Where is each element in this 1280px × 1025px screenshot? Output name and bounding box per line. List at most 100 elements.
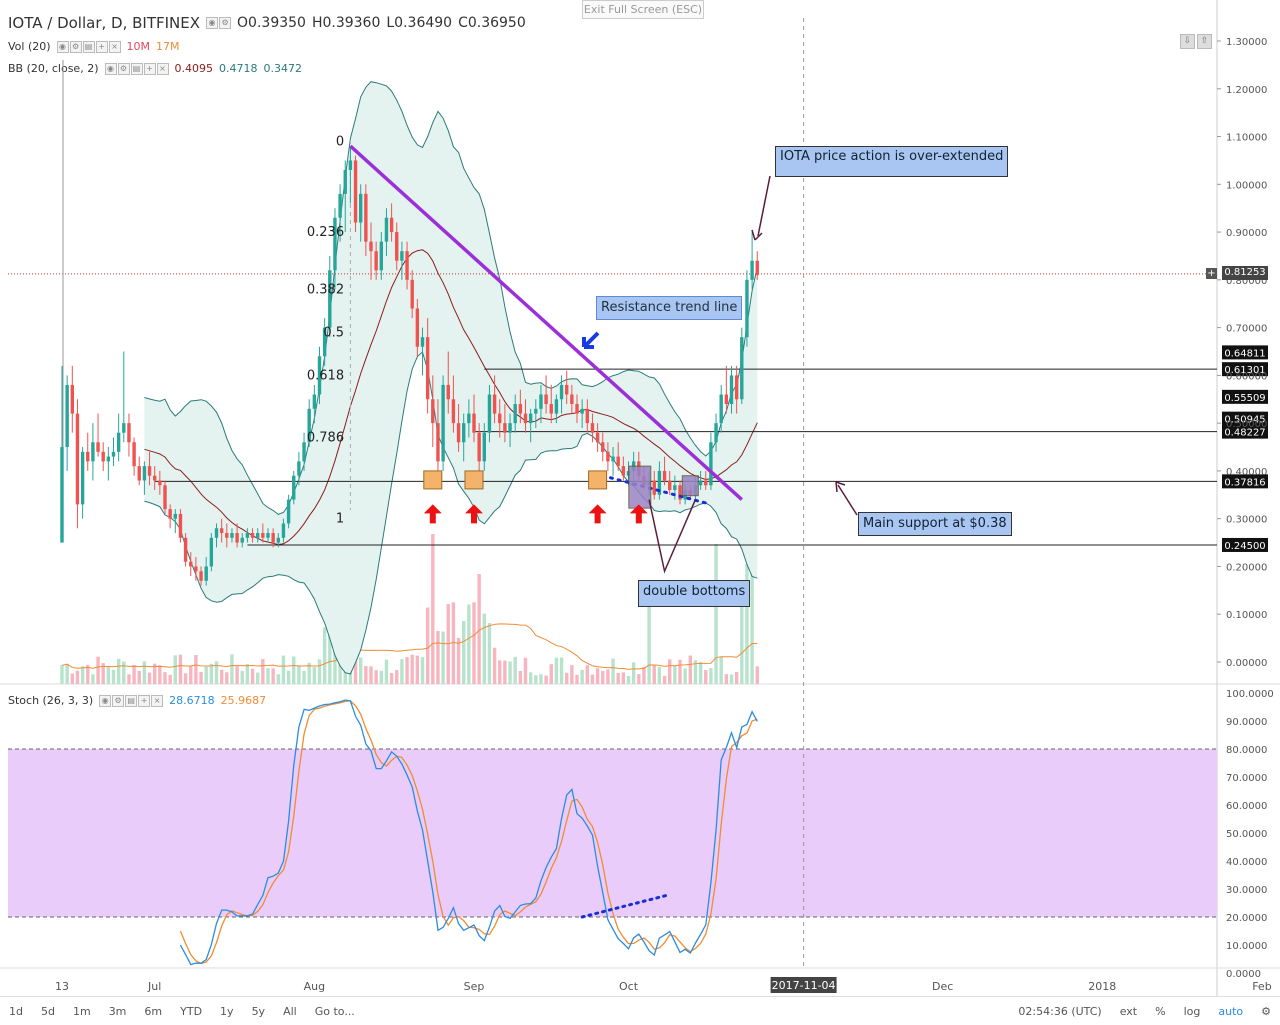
auto-toggle[interactable]: auto — [1218, 1004, 1244, 1018]
volume-bar — [230, 654, 234, 684]
volume-bar — [523, 657, 528, 684]
add-icon[interactable]: + — [95, 40, 108, 53]
format-icon[interactable]: ▤ — [82, 40, 95, 53]
plus-icon[interactable]: + — [1206, 268, 1217, 279]
candle-body — [698, 480, 703, 486]
level-tag — [1222, 411, 1268, 426]
volume-bar — [256, 672, 260, 684]
candle-body — [652, 480, 656, 495]
bottom-toolbar: 1d 5d 1m 3m 6m YTD 1y 5y All Go to... 02… — [0, 996, 1280, 1025]
price-chart[interactable]: 0.64811 0.61301 0.55509 0.50945 0.48227 0.378… — [0, 0, 1280, 996]
close-icon[interactable]: × — [151, 694, 164, 707]
volume-bar — [606, 669, 610, 684]
arrow-up-icon[interactable]: ⇧ — [1197, 34, 1212, 49]
bottom-marker — [464, 470, 484, 490]
close-icon[interactable]: × — [108, 40, 121, 53]
add-icon[interactable]: + — [143, 62, 156, 75]
candle-body — [410, 279, 414, 309]
fib-label: 0.618 — [307, 368, 344, 383]
range-1y[interactable]: 1y — [220, 1004, 234, 1018]
volume-bar — [384, 659, 389, 684]
level-tag-label: 0.55509 — [1224, 393, 1265, 404]
eye-icon[interactable]: ◉ — [104, 62, 117, 75]
volume-bar — [441, 631, 445, 684]
range-3m[interactable]: 3m — [108, 1004, 127, 1018]
percent-toggle[interactable]: % — [1155, 1004, 1166, 1018]
fib-levels: 0 0.236 0.382 0.5 0.618 0.786 1 — [307, 134, 344, 526]
level-tag-label: 0.64811 — [1224, 348, 1265, 359]
bb-controls[interactable]: ◉ ⚙ ▤ + × — [104, 62, 169, 75]
symbol-title[interactable]: IOTA / Dollar, D, BITFINEX — [8, 14, 201, 32]
close-icon[interactable]: × — [156, 62, 169, 75]
ohlc-close: C0.36950 — [458, 15, 526, 31]
time-label: Jul — [147, 980, 161, 993]
settings-icon[interactable]: ⚙ — [219, 17, 232, 29]
exit-fullscreen-tip[interactable]: Exit Full Screen (ESC) — [582, 0, 704, 19]
volume-bar — [729, 674, 734, 684]
format-icon[interactable]: ▤ — [125, 694, 138, 707]
eye-icon[interactable]: ◉ — [206, 17, 219, 29]
volume-bar — [137, 670, 141, 684]
stoch-tick-label: 30.0000 — [1226, 885, 1267, 896]
volume-bar — [420, 657, 425, 684]
goto-button[interactable]: Go to... — [314, 1004, 355, 1018]
volume-label[interactable]: Vol (20) — [8, 40, 51, 53]
volume-bar — [528, 672, 533, 684]
candle-body — [462, 423, 466, 443]
volume-bar — [307, 662, 311, 684]
range-all[interactable]: All — [283, 1004, 297, 1018]
gear-icon[interactable]: ⚙ — [1261, 1004, 1271, 1018]
up-arrow-icon — [465, 504, 483, 524]
candle-body — [281, 523, 286, 538]
eye-icon[interactable]: ◉ — [56, 40, 69, 53]
resistance-annotation[interactable]: Resistance trend line — [596, 296, 743, 320]
time-label: 13 — [55, 980, 69, 993]
candle-body — [523, 413, 528, 424]
candle-body — [65, 384, 69, 448]
volume-bar — [147, 672, 152, 684]
volume-bar — [189, 666, 193, 684]
stoch-label[interactable]: Stoch (26, 3, 3) — [8, 694, 94, 707]
range-5y[interactable]: 5y — [251, 1004, 266, 1018]
arrow-down-icon[interactable]: ⇩ — [1180, 34, 1195, 49]
add-icon[interactable]: + — [138, 694, 151, 707]
double-bottoms-annotation[interactable]: double bottoms — [638, 580, 751, 607]
volume-controls[interactable]: ◉ ⚙ ▤ + × — [56, 40, 121, 53]
volume-bar — [585, 665, 589, 684]
candle-body — [585, 408, 589, 424]
candle-body — [554, 399, 559, 414]
volume-bar — [302, 670, 306, 684]
candle-body — [606, 451, 610, 462]
symbol-controls[interactable]: ◉ ⚙ — [206, 17, 232, 29]
settings-icon[interactable]: ⚙ — [69, 40, 82, 53]
candle-body — [178, 513, 183, 538]
range-6m[interactable]: 6m — [144, 1004, 163, 1018]
volume-bar — [580, 669, 584, 684]
candle-body — [508, 423, 512, 433]
candle-body — [678, 485, 682, 500]
range-ytd[interactable]: YTD — [180, 1004, 203, 1018]
range-1d[interactable]: 1d — [9, 1004, 23, 1018]
candle-body — [168, 509, 172, 519]
support-arrow — [837, 484, 858, 516]
volume-bar — [297, 665, 301, 684]
bb-label[interactable]: BB (20, close, 2) — [8, 62, 99, 75]
log-toggle[interactable]: log — [1183, 1004, 1201, 1018]
ext-toggle[interactable]: ext — [1119, 1004, 1138, 1018]
eye-icon[interactable]: ◉ — [99, 694, 112, 707]
settings-icon[interactable]: ⚙ — [117, 62, 130, 75]
format-icon[interactable]: ▤ — [130, 62, 143, 75]
candle-body — [225, 533, 229, 538]
volume-bar — [477, 574, 481, 684]
candle-body — [333, 217, 337, 271]
volume-bar — [379, 670, 383, 684]
support-annotation[interactable]: Main support at $0.38 — [858, 512, 1012, 536]
pane-controls[interactable]: ⇩ ⇧ — [1180, 34, 1212, 49]
settings-icon[interactable]: ⚙ — [112, 694, 125, 707]
overextended-annotation[interactable]: IOTA price action is over-extended — [775, 146, 1009, 177]
range-1m[interactable]: 1m — [72, 1004, 91, 1018]
level-tag — [1222, 537, 1268, 552]
range-5d[interactable]: 5d — [40, 1004, 55, 1018]
fib-label: 0.382 — [307, 282, 344, 297]
stoch-controls[interactable]: ◉ ⚙ ▤ + × — [99, 694, 164, 707]
